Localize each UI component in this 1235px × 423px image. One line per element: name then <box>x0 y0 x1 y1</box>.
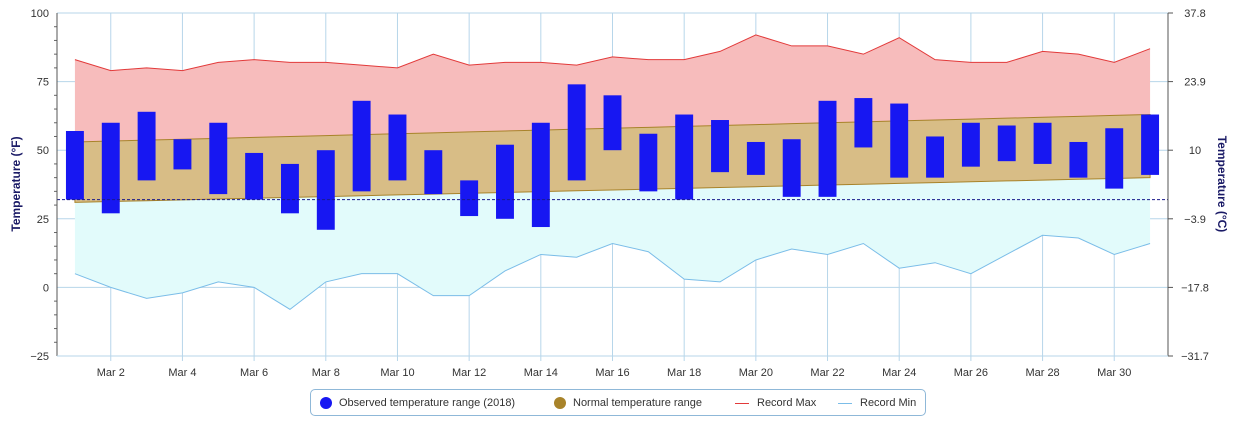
observed-bar-layer <box>65 84 1160 230</box>
y-tick-label-left: 100 <box>31 8 49 20</box>
observed-range-bar <box>352 100 371 192</box>
area-fill-layer <box>74 34 1151 310</box>
y-tick-label-right: −17.8 <box>1181 282 1209 294</box>
observed-range-bar <box>639 133 658 192</box>
observed-range-bar <box>101 122 120 214</box>
observed-range-bar <box>818 100 837 197</box>
observed-range-bar <box>209 122 228 195</box>
y-axis-title-left: Temperature (°F) <box>9 136 23 231</box>
legend-record-min-label: Record Min <box>860 397 917 409</box>
x-tick-label: Mar 2 <box>97 367 125 379</box>
observed-range-bar <box>1033 122 1052 164</box>
y-tick-label-right: 10 <box>1189 145 1201 157</box>
observed-range-bar <box>746 141 765 175</box>
y-tick-label-right: −3.9 <box>1184 214 1206 226</box>
observed-range-bar <box>65 130 84 200</box>
observed-range-bar <box>711 120 729 173</box>
y-tick-label-left: 50 <box>37 145 49 157</box>
chart-legend: Observed temperature range (2018) Normal… <box>310 389 926 416</box>
x-tick-label: Mar 22 <box>810 367 844 379</box>
x-tick-label: Mar 28 <box>1025 367 1059 379</box>
observed-range-bar <box>388 114 407 181</box>
x-tick-label: Mar 24 <box>882 367 916 379</box>
x-tick-label: Mar 16 <box>595 367 629 379</box>
x-tick-label: Mar 30 <box>1097 367 1131 379</box>
y-tick-label-left: 75 <box>37 77 49 89</box>
line-layer <box>57 34 1168 310</box>
observed-range-bar <box>961 122 980 167</box>
observed-range-bar <box>280 163 299 214</box>
observed-range-bar <box>496 144 514 219</box>
x-tick-label: Mar 18 <box>667 367 701 379</box>
observed-range-bar <box>1141 114 1160 175</box>
observed-range-bar <box>245 152 264 200</box>
x-tick-label: Mar 4 <box>168 367 196 379</box>
legend-record-min-line <box>838 402 852 404</box>
record-max-band <box>74 34 1151 142</box>
legend-record-max-line <box>735 402 749 404</box>
legend-observed-dot <box>320 397 332 409</box>
observed-range-bar <box>890 103 909 178</box>
legend-normal-dot <box>554 397 566 409</box>
legend-normal-label: Normal temperature range <box>573 397 703 409</box>
y-tick-label-right: −31.7 <box>1181 351 1209 363</box>
observed-range-bar <box>316 150 335 230</box>
normal-range-band <box>74 114 1151 203</box>
observed-range-bar <box>997 125 1016 162</box>
observed-range-bar <box>424 150 443 195</box>
y-tick-label-left: 0 <box>43 282 49 294</box>
y-axis-title-right: Temperature (°C) <box>1215 136 1229 233</box>
legend-item-normal[interactable]: Normal temperature range <box>554 396 702 410</box>
y-tick-label-left: −25 <box>30 351 49 363</box>
legend-item-record-min[interactable]: Record Min <box>838 396 916 410</box>
legend-item-record-max[interactable]: Record Max <box>735 396 816 410</box>
observed-range-bar <box>603 95 622 151</box>
observed-range-bar <box>854 98 873 148</box>
axis-layer: −25 0 25 50 75 100 −31.7 −17.8 −3.9 10 23.9 37.8 Mar… <box>30 8 1209 379</box>
x-tick-label: Mar 20 <box>739 367 773 379</box>
observed-range-bar <box>137 111 156 181</box>
x-tick-label: Mar 6 <box>240 367 268 379</box>
y-tick-label-right: 23.9 <box>1184 77 1205 89</box>
observed-range-bar <box>173 139 192 170</box>
x-tick-label: Mar 10 <box>380 367 414 379</box>
record-max-line <box>74 34 1151 72</box>
y-tick-label-left: 25 <box>37 214 49 226</box>
x-tick-label: Mar 26 <box>954 367 988 379</box>
observed-range-bar <box>567 84 586 181</box>
observed-range-bar <box>926 136 945 178</box>
observed-range-bar <box>782 139 801 197</box>
observed-range-bar <box>675 114 694 200</box>
x-tick-label: Mar 12 <box>452 367 486 379</box>
legend-observed-label: Observed temperature range (2018) <box>339 397 516 409</box>
x-tick-label: Mar 14 <box>524 367 558 379</box>
y-tick-label-right: 37.8 <box>1184 8 1205 20</box>
legend-record-max-label: Record Max <box>757 397 817 409</box>
x-tick-label: Mar 8 <box>312 367 340 379</box>
record-min-line <box>74 234 1151 310</box>
observed-range-bar <box>1105 128 1124 189</box>
observed-range-bar <box>1069 141 1088 178</box>
legend-item-observed[interactable]: Observed temperature range (2018) <box>320 396 515 410</box>
observed-range-bar <box>531 122 550 228</box>
observed-range-bar <box>460 180 479 217</box>
